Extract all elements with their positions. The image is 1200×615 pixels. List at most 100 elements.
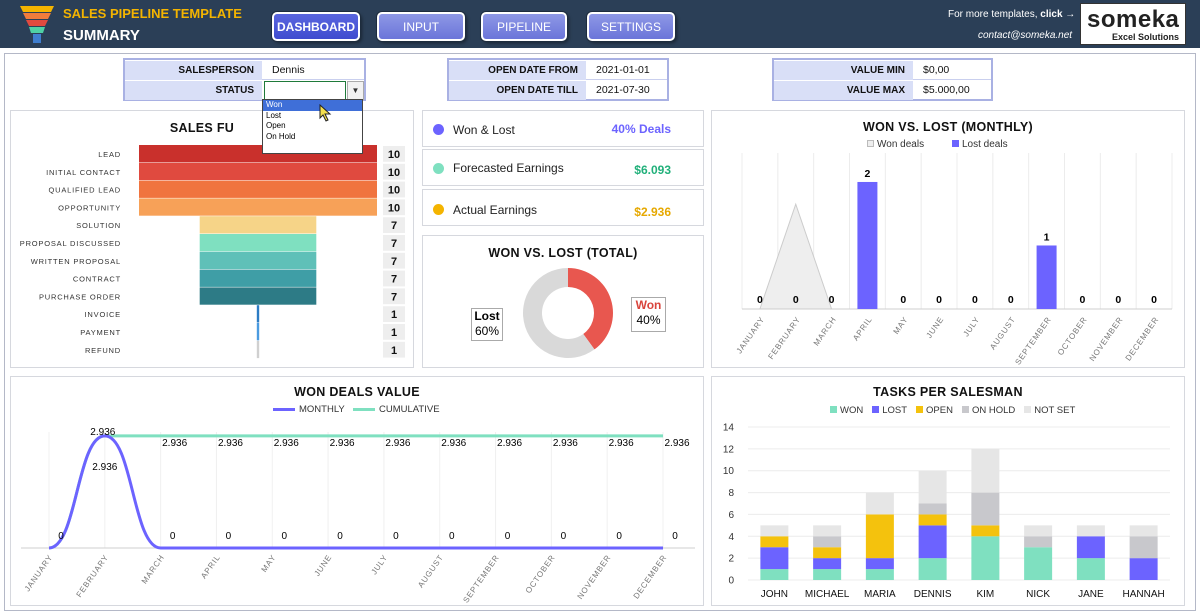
funnel-value-box bbox=[383, 181, 405, 198]
won-lost-monthly-chart: 0JANUARY0FEBRUARY0MARCH2APRIL0MAY0JUNE0J… bbox=[735, 153, 1173, 366]
funnel-title: SALES FU bbox=[169, 121, 235, 135]
legend-monthly: MONTHLY bbox=[273, 404, 345, 415]
pipeline-button[interactable]: PIPELINE bbox=[481, 12, 567, 41]
open-from-field[interactable]: 2021-01-01 bbox=[596, 64, 650, 76]
sales-funnel-panel: SALES FU LEAD 10 INITIAL CONTACT 10 QUALIFIE… bbox=[10, 110, 414, 368]
won-lost-monthly-panel: WON VS. LOST (MONTHLY) Won deals Lost de… bbox=[711, 110, 1185, 368]
funnel-value: 7 bbox=[391, 238, 397, 250]
dashboard-frame bbox=[4, 53, 1196, 611]
legend-label: OPEN bbox=[926, 405, 953, 416]
input-button[interactable]: INPUT bbox=[377, 12, 465, 41]
cumulative-data-label: 2.936 bbox=[218, 438, 243, 449]
salesperson-label: SALESPERSON bbox=[125, 61, 262, 80]
click-link[interactable]: click → bbox=[1040, 9, 1076, 20]
legend-label: MONTHLY bbox=[299, 404, 345, 415]
x-tick-label: JULY bbox=[961, 315, 981, 338]
stacked-bar-segment bbox=[865, 569, 894, 580]
stacked-bar-segment bbox=[918, 558, 947, 580]
legend-swatch bbox=[872, 406, 880, 413]
cumulative-data-label: 2.936 bbox=[274, 438, 299, 449]
stacked-bar-segment bbox=[1076, 536, 1105, 559]
data-label: 0 bbox=[757, 294, 763, 306]
funnel-bar bbox=[199, 234, 317, 252]
kpi-value: $2.936 bbox=[634, 205, 671, 219]
x-tick-label: JANUARY bbox=[23, 553, 55, 593]
monthly-data-label: 0 bbox=[170, 531, 176, 542]
data-label: 0 bbox=[900, 294, 906, 306]
dashboard-button[interactable]: DASHBOARD bbox=[272, 12, 360, 41]
y-tick-label: 4 bbox=[728, 532, 734, 543]
funnel-value: 1 bbox=[391, 309, 397, 321]
x-tick-label: DECEMBER bbox=[1124, 315, 1161, 363]
funnel-logo-icon bbox=[20, 6, 54, 43]
monthly-data-label: 0 bbox=[672, 531, 678, 542]
monthly-data-label: 0 bbox=[226, 531, 232, 542]
legend-item: NOT SET bbox=[1024, 405, 1075, 416]
stacked-bar-segment bbox=[971, 492, 1000, 526]
tasks-per-salesman-panel: TASKS PER SALESMAN WON LOST OPEN ON HOLD NOT… bbox=[711, 376, 1185, 606]
funnel-bar bbox=[256, 323, 260, 341]
data-label: 0 bbox=[1115, 294, 1121, 306]
status-option-on-hold[interactable]: On Hold bbox=[266, 131, 296, 141]
status-option-lost[interactable]: Lost bbox=[266, 110, 282, 120]
cumulative-data-label: 2.936 bbox=[441, 438, 466, 449]
stacked-bar-segment bbox=[813, 525, 842, 537]
data-label: 0 bbox=[972, 294, 978, 306]
more-templates-link[interactable]: For more templates, click → bbox=[948, 9, 1075, 20]
brand-subtitle: Excel Solutions bbox=[1111, 32, 1179, 42]
data-label: 0 bbox=[1079, 294, 1085, 306]
funnel-value: 10 bbox=[388, 149, 400, 161]
data-label: 0 bbox=[829, 294, 835, 306]
won-deals-value-title: WON DEALS VALUE bbox=[294, 385, 420, 399]
open-date-filter: OPEN DATE FROM 2021-01-01 OPEN DATE TILL… bbox=[447, 58, 669, 101]
settings-button[interactable]: SETTINGS bbox=[587, 12, 675, 41]
open-till-field[interactable]: 2021-07-30 bbox=[596, 84, 650, 96]
brand-logo[interactable]: someka Excel Solutions bbox=[1080, 3, 1186, 45]
stacked-bar-segment bbox=[1024, 547, 1053, 580]
value-min-field[interactable]: $0,00 bbox=[923, 64, 950, 76]
x-tick-label: KIM bbox=[976, 589, 994, 600]
tasks-per-salesman-chart: 0 2 4 6 8 10 12 14 JOHN MICHAEL MARIA DENNIS KIM NICK… bbox=[723, 423, 1170, 600]
stacked-bar-segment bbox=[1129, 536, 1158, 559]
funnel-value-box bbox=[383, 235, 405, 251]
status-dropdown-list[interactable]: Won Lost Open On Hold bbox=[262, 99, 363, 154]
monthly-data-label: 0 bbox=[337, 531, 343, 542]
cumulative-data-label: 2.936 bbox=[497, 438, 522, 449]
legend-label: ON HOLD bbox=[971, 405, 1016, 416]
stacked-bar-segment bbox=[1076, 558, 1105, 580]
legend-swatch bbox=[830, 406, 837, 413]
stacked-bar-segment bbox=[813, 558, 842, 570]
won-deals-area bbox=[759, 202, 833, 310]
value-max-field[interactable]: $5.000,00 bbox=[923, 84, 970, 96]
y-tick-label: 12 bbox=[723, 444, 735, 455]
mouse-cursor-icon bbox=[319, 104, 332, 122]
status-field[interactable] bbox=[264, 81, 346, 100]
tasks-title: TASKS PER SALESMAN bbox=[873, 385, 1023, 399]
funnel-bar bbox=[199, 216, 317, 234]
cumulative-data-label: 2.936 bbox=[385, 438, 410, 449]
tasks-legend: WON LOST OPEN ON HOLD NOT SET bbox=[830, 405, 1084, 416]
cumulative-data-label: 2.936 bbox=[609, 438, 634, 449]
funnel-value-box bbox=[383, 341, 405, 358]
monthly-data-label: 0 bbox=[393, 531, 399, 542]
status-option-open[interactable]: Open bbox=[266, 121, 286, 130]
chevron-down-icon[interactable]: ▼ bbox=[347, 81, 364, 100]
stacked-bar-segment bbox=[1129, 558, 1158, 580]
legend-label: WON bbox=[840, 405, 864, 416]
salesperson-field[interactable]: Dennis bbox=[272, 64, 305, 76]
funnel-bar bbox=[256, 305, 260, 323]
x-tick-label: MAY bbox=[892, 315, 910, 336]
value-max-label: VALUE MAX bbox=[774, 81, 913, 100]
contact-email[interactable]: contact@someka.net bbox=[978, 30, 1073, 41]
status-option-won[interactable]: Won bbox=[263, 100, 362, 111]
x-tick-label: APRIL bbox=[851, 315, 874, 342]
y-tick-label: 8 bbox=[728, 488, 734, 499]
funnel-bar bbox=[139, 180, 377, 198]
x-tick-label: NOVEMBER bbox=[1088, 315, 1125, 363]
x-tick-label: NOVEMBER bbox=[576, 553, 613, 601]
x-tick-label: JUNE bbox=[925, 315, 946, 340]
forecast-dot-icon bbox=[433, 163, 444, 174]
page-title: SUMMARY bbox=[63, 27, 140, 44]
funnel-stage-label: REFUND bbox=[85, 346, 121, 355]
cumulative-line bbox=[48, 434, 663, 550]
